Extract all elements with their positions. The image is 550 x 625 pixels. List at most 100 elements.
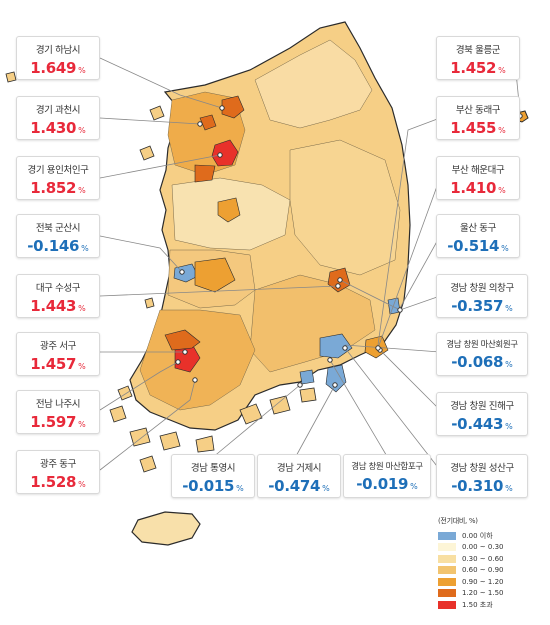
callout-value: -0.357 [451,297,504,315]
legend-swatch [438,566,456,575]
callout-value: 1.443 [30,297,77,315]
legend-label: 1.50 초과 [462,600,493,609]
callout-daegu-suseong: 대구 수성구 1.443% [16,274,100,318]
jeju-island [131,511,201,546]
area-gunsan-blue [173,263,199,283]
callout-name: 경기 하남시 [35,45,81,56]
callout-unit: % [322,484,330,493]
legend-label: 0.60 ~ 0.90 [462,566,504,575]
area-tongyeong-blue [299,369,315,385]
callout-unit: % [81,244,89,253]
legend-item: 1.20 ~ 1.50 [438,588,530,600]
legend-item: 0.30 ~ 0.60 [438,553,530,565]
callout-name: 경기 과천시 [35,105,81,116]
legend-item: 0.60 ~ 0.90 [438,565,530,577]
callout-value: -0.443 [451,415,504,433]
area-gwangju-orange [164,329,201,351]
region-gyeongbuk [289,139,401,276]
callout-unit: % [501,244,509,253]
callout-value: 1.528 [30,473,77,491]
callout-unit: % [78,66,86,75]
callout-name: 경남 창원 진해구 [450,401,514,412]
callout-jeonnam-naju: 전남 나주시 1.597% [16,390,100,434]
callout-gyeonggi-yongin-cheoin: 경기 용인처인구 1.852% [16,156,100,200]
legend-title: (전기대비, %) [438,517,478,525]
legend-swatch [438,600,456,609]
callout-gyeongnam-changwon-seongsan: 경남 창원 성산구 -0.310% [436,454,528,498]
callout-name: 광주 동구 [40,459,76,470]
legend-item: 0.00 ~ 0.30 [438,542,530,554]
callout-gwangju-dong: 광주 동구 1.528% [16,450,100,494]
callout-value: 1.452 [450,59,497,77]
callout-value: 1.597 [30,413,77,431]
callout-unit: % [410,482,418,491]
callout-name: 경기 용인처인구 [27,165,89,176]
legend-label: 0.00 ~ 0.30 [462,543,504,552]
legend-label: 0.00 이하 [462,531,493,540]
callout-name: 대구 수성구 [35,283,81,294]
callout-unit: % [498,186,506,195]
callout-gyeongnam-geoje: 경남 거제시 -0.474% [257,454,341,498]
callout-value: 1.457 [30,355,77,373]
map-markers [175,105,523,388]
legend-swatch [438,577,456,586]
legend-item: 0.00 이하 [438,530,530,542]
callout-name: 전북 군산시 [35,223,81,234]
area-gyeonggi-south [194,164,216,183]
legend-item: 1.50 초과 [438,599,530,611]
callout-gyeonggi-hanam: 경기 하남시 1.649% [16,36,100,80]
legend-label: 1.20 ~ 1.50 [462,589,504,598]
callout-name: 부산 해운대구 [451,165,505,176]
callout-value: -0.474 [268,477,321,495]
callout-unit: % [505,360,513,369]
callout-value: -0.019 [356,475,409,493]
legend-swatch [438,543,456,552]
callout-unit: % [236,484,244,493]
callout-ulsan-dong: 울산 동구 -0.514% [436,214,520,258]
callout-name: 경남 통영시 [190,463,236,474]
callout-gyeongnam-tongyeong: 경남 통영시 -0.015% [171,454,255,498]
callout-unit: % [498,126,506,135]
legend: (전기대비, %) 0.00 이하 0.00 ~ 0.30 0.30 ~ 0.6… [438,516,530,611]
area-sejong [217,197,241,223]
callout-gyeongnam-changwon-uichang: 경남 창원 의창구 -0.357% [436,274,528,318]
area-yongin-red [211,139,239,167]
callout-value: -0.514 [447,237,500,255]
callout-value: 1.430 [30,119,77,137]
region-gangwon [254,39,373,129]
callout-value: -0.068 [451,353,504,371]
callout-name: 경남 창원 의창구 [450,283,514,294]
area-jeonbuk-orange [194,257,236,293]
legend-swatch [438,554,456,563]
callout-name: 경남 창원 마산회원구 [446,340,518,350]
callout-unit: % [505,422,513,431]
callout-unit: % [78,126,86,135]
callout-name: 울산 동구 [460,223,496,234]
callout-gyeongnam-changwon-masanhappo: 경남 창원 마산합포구 -0.019% [343,454,431,498]
callout-gyeongbuk-ulleung: 경북 울릉군 1.452% [436,36,520,80]
callout-unit: % [505,304,513,313]
callout-unit: % [78,362,86,371]
callout-name: 광주 서구 [40,341,76,352]
callout-gyeonggi-gwacheon: 경기 과천시 1.430% [16,96,100,140]
callout-unit: % [78,480,86,489]
callout-value: 1.410 [450,179,497,197]
callout-busan-dongnae: 부산 동래구 1.455% [436,96,520,140]
callout-unit: % [498,66,506,75]
southern-islands [109,385,317,473]
callout-unit: % [78,304,86,313]
callout-value: 1.852 [30,179,77,197]
legend-swatch [438,531,456,540]
callout-name: 전남 나주시 [35,399,81,410]
callout-jeonbuk-gunsan: 전북 군산시 -0.146% [16,214,100,258]
callout-busan-haeundae: 부산 해운대구 1.410% [436,156,520,200]
area-changwon-blue [319,333,353,359]
callout-name: 경북 울릉군 [455,45,501,56]
callout-value: -0.146 [27,237,80,255]
legend-label: 0.30 ~ 0.60 [462,554,504,563]
legend-swatch [438,589,456,598]
callout-name: 경남 창원 마산합포구 [351,462,423,472]
callout-unit: % [78,186,86,195]
area-gwacheon [199,114,217,131]
